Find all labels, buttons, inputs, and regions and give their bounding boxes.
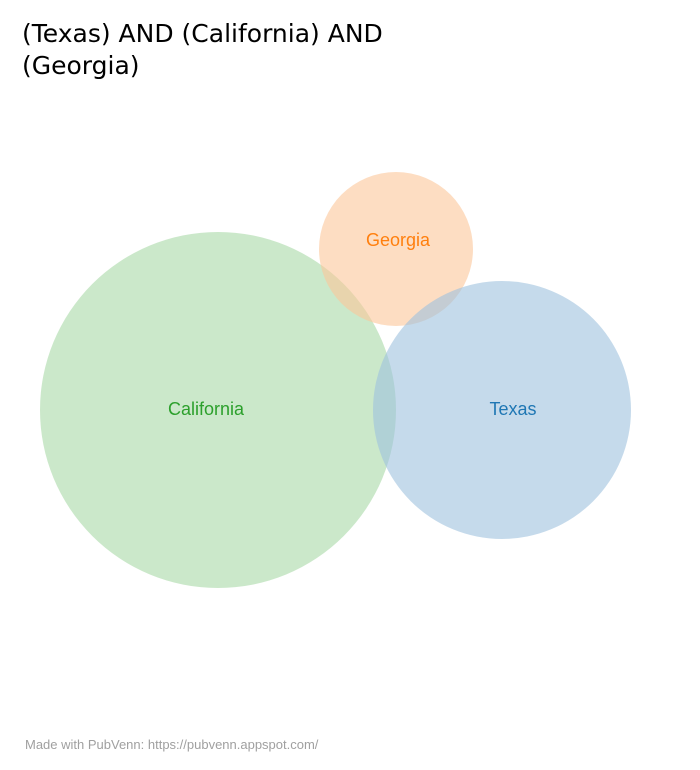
california-label: California	[168, 399, 245, 419]
california-circle	[40, 232, 396, 588]
georgia-circle	[319, 172, 473, 326]
footer-credit: Made with PubVenn: https://pubvenn.appsp…	[25, 737, 319, 752]
georgia-label: Georgia	[366, 230, 431, 250]
page-title: (Texas) AND (California) AND (Georgia)	[22, 19, 383, 80]
texas-circle	[373, 281, 631, 539]
texas-label: Texas	[489, 399, 536, 419]
